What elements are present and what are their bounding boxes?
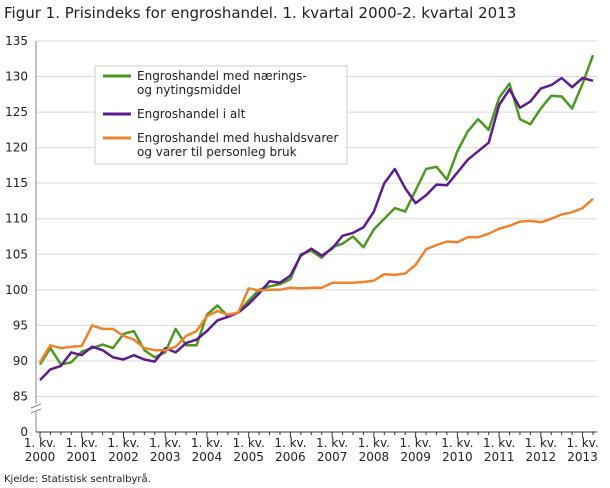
y-tick-label: 90 [13,354,28,368]
x-tick-label: 1. kv. 2007 [316,436,348,464]
x-tick-label: 1. kv. 2004 [191,436,223,464]
y-tick-label: 85 [13,389,28,403]
x-tick-label: 1. kv. 2005 [233,436,265,464]
axis-break-mark [30,403,42,414]
source: Kjelde: Statistisk sentralbyrå. [4,472,151,485]
y-tick-label: 115 [5,176,28,190]
x-tick-label: 1. kv. 2012 [525,436,557,464]
y-tick-label: 105 [5,247,28,261]
x-tick-label: 1. kv. 2001 [66,436,98,464]
series-line [38,197,594,363]
y-tick-label: 120 [5,141,28,155]
legend-label: Engroshandel med nærings-og nytingsmidde… [137,69,307,97]
y-tick-label: 0 [20,425,28,439]
x-tick-label: 1. kv. 2002 [107,436,139,464]
y-tick-label: 95 [13,318,28,332]
x-tick-label: 1. kv. 2009 [400,436,432,464]
x-tick-label: 1. kv. 2008 [358,436,390,464]
series-line [38,54,595,366]
y-tick-label: 135 [5,34,28,48]
series-line [39,76,594,381]
x-tick-label: 1. kv. 2011 [483,436,515,464]
x-tick-label: 1. kv. 2000 [24,436,56,464]
axis-break [30,404,42,412]
legend-box [94,65,348,165]
y-tick-label: 130 [5,70,28,84]
x-tick-label: 1. kv. 2003 [149,436,181,464]
y-tick-label: 100 [5,283,28,297]
x-tick-label: 1. kv. 2013 [566,436,598,464]
y-tick-label: 125 [5,105,28,119]
legend-label: Engroshandel i alt [137,107,246,121]
legend-label: Engroshandel med hushaldsvarer og varer t… [137,131,338,159]
x-tick-label: 1. kv. 2010 [441,436,473,464]
x-tick-label: 1. kv. 2006 [274,436,306,464]
chart-title: Figur 1. Prisindeks for engroshandel. 1.… [4,4,516,22]
y-tick-label: 110 [5,212,28,226]
